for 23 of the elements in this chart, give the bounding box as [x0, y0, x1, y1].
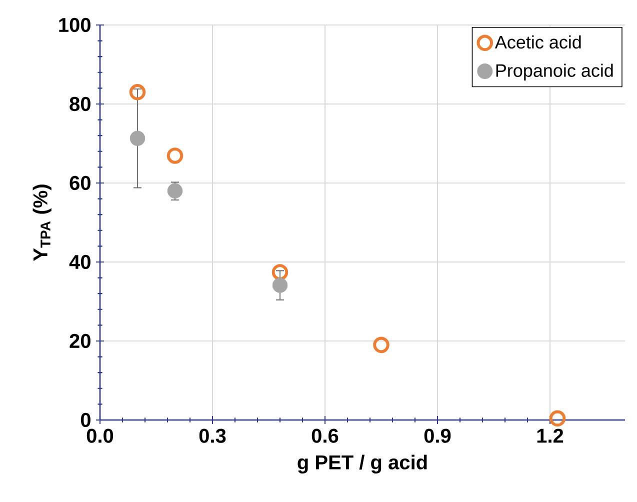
point: [130, 130, 146, 146]
y-tick-label: 0: [80, 412, 90, 428]
x-tick-label: 0.0: [86, 428, 114, 443]
y-axis-title: Y$_{TPA}$ (%): [32, 184, 52, 261]
legend-label: Acetic acid: [494, 35, 581, 49]
x-tick-label: 0.6: [312, 428, 338, 443]
y-tick-label: 40: [69, 254, 90, 270]
point: [167, 183, 183, 198]
point: [373, 336, 390, 354]
point: [549, 410, 566, 427]
legend-label: Propanoic acid: [496, 64, 613, 81]
y-tick-label: 80: [70, 96, 90, 112]
x-tick-label: 1.2: [537, 428, 564, 443]
x-tick-label: 0.3: [199, 428, 226, 443]
y-tick-label: 60: [70, 176, 90, 190]
x-tick-label: 0.9: [424, 428, 451, 443]
y-tick-label: 20: [70, 334, 90, 348]
y-tick-label: 100: [59, 18, 90, 32]
point: [166, 148, 184, 164]
point: [129, 84, 146, 100]
x-axis-title: g PET / g acid: [298, 454, 427, 474]
point: [272, 278, 288, 293]
point: [272, 264, 288, 280]
